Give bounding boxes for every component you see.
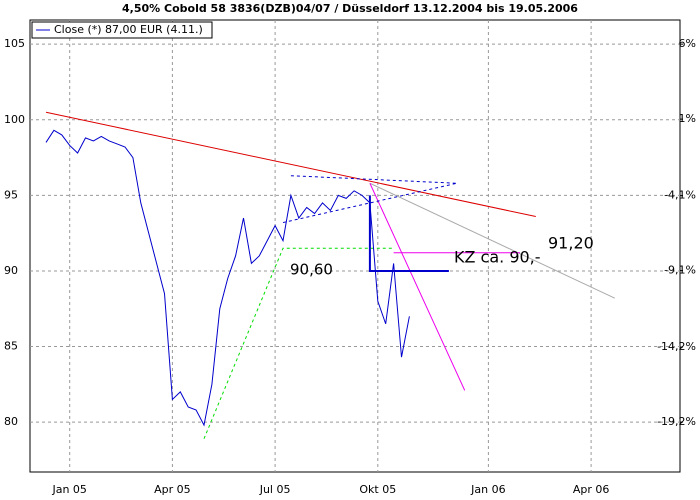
- x-tick-label: Okt 05: [359, 483, 396, 496]
- y2-tick-label: -9,1%: [664, 264, 696, 277]
- y2-tick-label: -4,1%: [664, 189, 696, 202]
- trend-line: [368, 195, 449, 272]
- trend-line: [290, 175, 457, 184]
- plot: 80 85 90 95 100 105 6% 1% -4,1% -9,1% -14,2% -19,2%…: [4, 20, 696, 496]
- y-tick-label: 80: [4, 415, 18, 428]
- chart-title: 4,50% Cobold 58 3836(DZB)04/07 / Düsseld…: [122, 2, 578, 15]
- x-tick-label: Jan 06: [470, 483, 505, 496]
- y-tick-label: 105: [4, 37, 25, 50]
- annotation: KZ ca. 90,-: [454, 248, 541, 267]
- x-tick-label: Jul 05: [259, 483, 291, 496]
- legend-label: Close (*) 87,00 EUR (4.11.): [54, 23, 203, 36]
- trend-line: [45, 111, 536, 218]
- y2-tick-label: 6%: [679, 37, 696, 50]
- trend-line: [203, 247, 394, 439]
- x-tick-label: Jan 05: [51, 483, 86, 496]
- y2-tick-label: -19,2%: [657, 415, 696, 428]
- y-tick-label: 95: [4, 188, 18, 201]
- x-tick-label: Apr 06: [573, 483, 610, 496]
- annotation: 90,60: [290, 261, 333, 279]
- annotation: 91,20: [548, 234, 594, 253]
- trend-line: [369, 182, 616, 299]
- legend: [31, 21, 213, 39]
- x-tick-label: Apr 05: [154, 483, 191, 496]
- y-tick-label: 90: [4, 264, 18, 277]
- y-tick-label: 100: [4, 113, 25, 126]
- trend-line: [369, 183, 466, 391]
- y2-tick-label: -14,2%: [657, 340, 696, 353]
- y2-tick-label: 1%: [679, 112, 696, 125]
- plot-frame: [29, 19, 681, 473]
- price-line: [45, 129, 410, 427]
- y-tick-label: 85: [4, 340, 18, 353]
